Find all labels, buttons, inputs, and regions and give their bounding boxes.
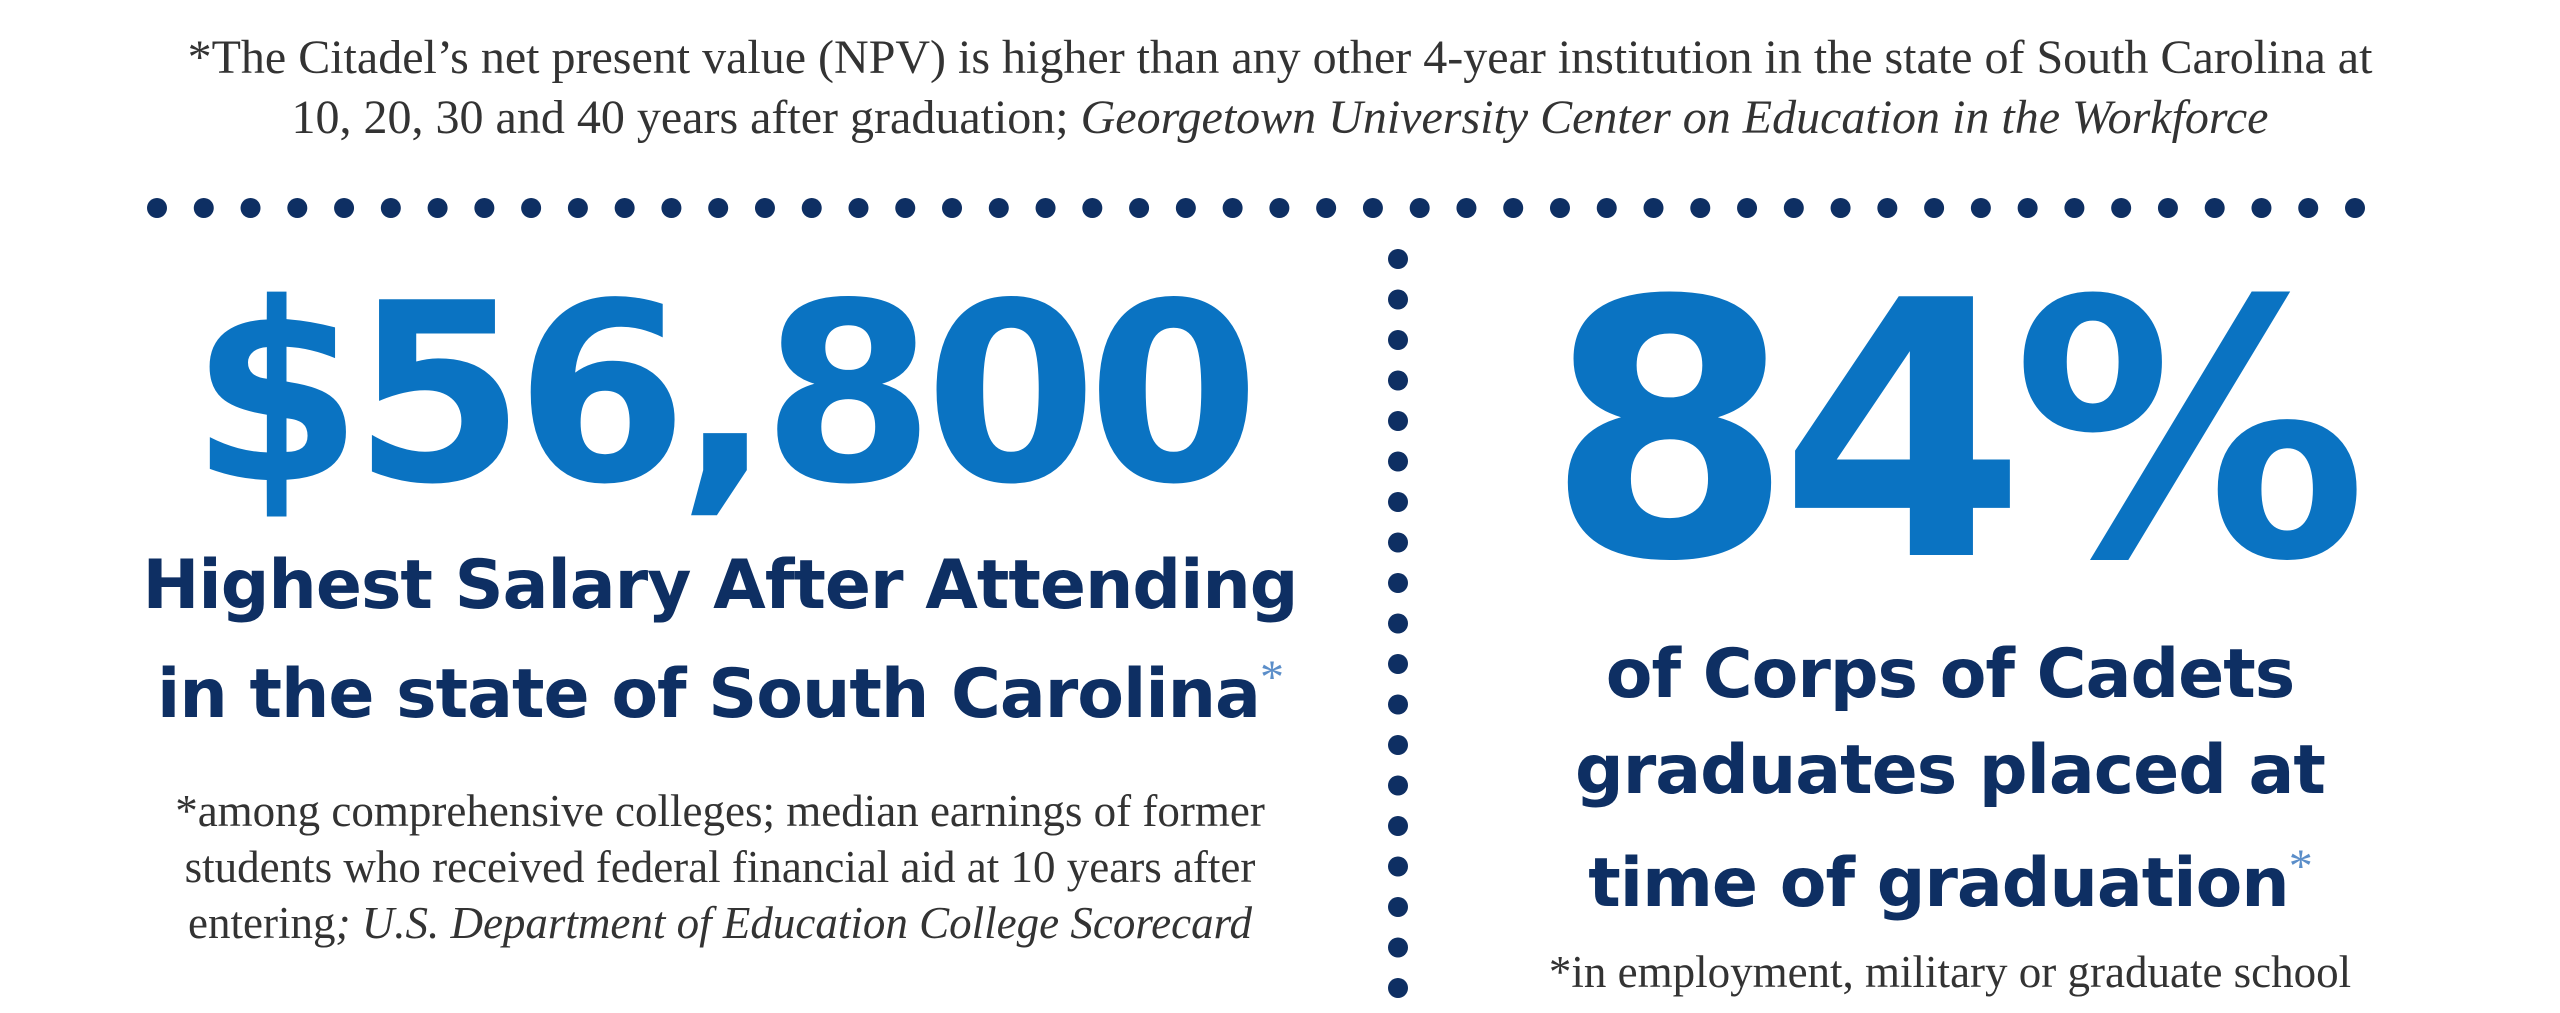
divider-dot (427, 198, 448, 218)
salary-footnote-line1: *among comprehensive colleges; median ea… (175, 786, 1265, 836)
divider-dot (661, 198, 682, 218)
divider-dot (1456, 198, 1477, 218)
divider-dot (754, 198, 775, 218)
divider-dot (2298, 198, 2319, 218)
divider-dot (2111, 198, 2132, 218)
divider-dot (1388, 654, 1408, 674)
divider-dot (1388, 856, 1408, 877)
divider-dot (1970, 198, 1991, 218)
placement-title-line3-text: time of graduation (1588, 844, 2289, 923)
divider-dot (1388, 735, 1408, 755)
npv-footnote-line2: 10, 20, 30 and 40 years after graduation… (0, 88, 2560, 148)
divider-dot (1388, 451, 1408, 472)
horizontal-dotted-divider (147, 198, 2365, 218)
divider-dot (801, 198, 822, 218)
divider-dot (1388, 573, 1408, 593)
divider-dot (334, 198, 355, 218)
salary-footnote-line2: students who received federal financial … (184, 842, 1256, 892)
divider-dot (2345, 198, 2365, 218)
divider-dot (988, 198, 1009, 218)
divider-dot (1409, 198, 1430, 218)
vertical-dotted-divider (1388, 249, 1408, 998)
divider-dot (1388, 411, 1408, 431)
divider-dot (1388, 897, 1408, 917)
divider-dot (1388, 937, 1408, 958)
divider-dot (1388, 775, 1408, 796)
divider-dot (1035, 198, 1056, 218)
divider-dot (1388, 694, 1408, 715)
divider-dot (1316, 198, 1337, 218)
salary-title-line2: in the state of South Carolina* (90, 632, 1350, 741)
divider-dot (1388, 289, 1408, 310)
divider-dot (1388, 532, 1408, 553)
divider-dot (848, 198, 869, 218)
divider-dot (2251, 198, 2272, 218)
salary-value: $56,800 (190, 251, 1260, 539)
divider-dot (193, 198, 214, 218)
npv-footnote: *The Citadel’s net present value (NPV) i… (0, 28, 2560, 148)
divider-dot (147, 198, 167, 218)
placement-value: 84% (1546, 225, 2368, 639)
placement-stat: 84% of Corps of Cadets graduates placed … (1420, 240, 2480, 1000)
salary-footnote-line3: entering; U.S. Department of Education C… (90, 895, 1350, 951)
salary-title-line2-text: in the state of South Carolina (157, 655, 1261, 734)
salary-stat: $56,800 Highest Salary After Attending i… (90, 250, 1350, 951)
divider-dot (1388, 370, 1408, 391)
divider-dot (380, 198, 401, 218)
placement-footnote: *in employment, military or graduate sch… (1548, 947, 2352, 997)
divider-dot (614, 198, 635, 218)
divider-dot (1388, 330, 1408, 350)
divider-dot (2064, 198, 2085, 218)
divider-dot (895, 198, 916, 218)
divider-dot (942, 198, 963, 218)
divider-dot (1596, 198, 1617, 218)
divider-dot (240, 198, 261, 218)
divider-dot (1222, 198, 1243, 218)
placement-title-line3: time of graduation* (1420, 821, 2480, 930)
divider-dot (1877, 198, 1898, 218)
divider-dot (2157, 198, 2178, 218)
npv-footnote-text: 10, 20, 30 and 40 years after graduation… (291, 91, 1081, 144)
divider-dot (1503, 198, 1524, 218)
divider-dot (1175, 198, 1196, 218)
divider-dot (1690, 198, 1711, 218)
npv-footnote-line1: *The Citadel’s net present value (NPV) i… (187, 31, 2373, 84)
divider-dot (1549, 198, 1570, 218)
divider-dot (1082, 198, 1103, 218)
divider-dot (1269, 198, 1290, 218)
divider-dot (567, 198, 588, 218)
salary-footnote-source: ; U.S. Department of Education College S… (335, 898, 1252, 948)
divider-dot (1830, 198, 1851, 218)
divider-dot (1737, 198, 1758, 218)
divider-dot (1362, 198, 1383, 218)
divider-dot (1388, 816, 1408, 836)
divider-dot (1388, 492, 1408, 512)
divider-dot (1783, 198, 1804, 218)
divider-dot (1129, 198, 1150, 218)
placement-title-line2: graduates placed at (1575, 731, 2326, 810)
divider-dot (287, 198, 308, 218)
divider-dot (474, 198, 495, 218)
salary-footnote-text: entering (188, 898, 336, 948)
npv-footnote-source: Georgetown University Center on Educatio… (1080, 91, 2269, 144)
divider-dot (1924, 198, 1945, 218)
divider-dot (708, 198, 729, 218)
divider-dot (1388, 613, 1408, 634)
divider-dot (1388, 249, 1408, 269)
salary-title-line1: Highest Salary After Attending (142, 546, 1299, 625)
divider-dot (1643, 198, 1664, 218)
salary-asterisk: * (1259, 651, 1284, 704)
divider-dot (521, 198, 542, 218)
divider-dot (2017, 198, 2038, 218)
salary-footnote: *among comprehensive colleges; median ea… (90, 783, 1350, 951)
divider-dot (2204, 198, 2225, 218)
placement-asterisk: * (2288, 840, 2313, 893)
divider-dot (1388, 978, 1408, 998)
placement-title-line1: of Corps of Cadets (1605, 635, 2296, 714)
